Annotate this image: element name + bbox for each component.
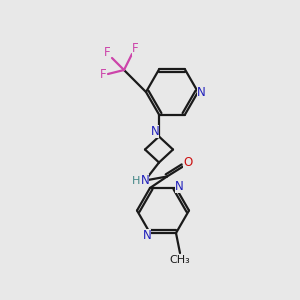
Text: N: N (142, 229, 152, 242)
Text: N: N (175, 179, 183, 193)
Text: CH₃: CH₃ (169, 255, 190, 265)
Text: N: N (141, 174, 149, 187)
Text: F: F (100, 68, 106, 80)
Text: O: O (183, 156, 193, 169)
Text: N: N (151, 125, 159, 138)
Text: H: H (132, 176, 140, 185)
Text: F: F (132, 43, 138, 56)
Text: F: F (104, 46, 110, 59)
Text: N: N (196, 85, 206, 98)
